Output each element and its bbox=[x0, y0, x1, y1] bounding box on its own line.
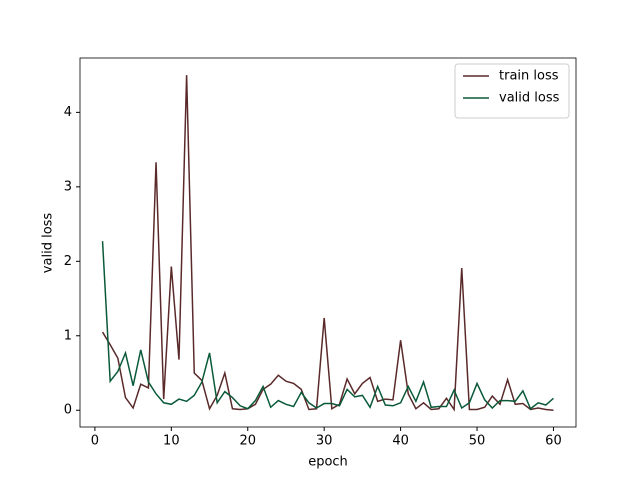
axes-frame bbox=[79, 57, 577, 428]
series-line bbox=[101, 241, 554, 410]
series-line bbox=[101, 75, 554, 412]
legend-box bbox=[454, 63, 570, 119]
legend-label: train loss bbox=[499, 69, 559, 84]
x-tick-label: 60 bbox=[545, 434, 562, 449]
y-axis-label: valid loss bbox=[41, 213, 56, 274]
y-tick-label: 2 bbox=[64, 254, 72, 269]
x-tick-label: 10 bbox=[163, 434, 180, 449]
y-tick-label: 0 bbox=[64, 403, 72, 418]
x-tick-label: 20 bbox=[239, 434, 256, 449]
legend-label: valid loss bbox=[499, 91, 560, 106]
x-tick-label: 30 bbox=[316, 434, 333, 449]
y-tick-label: 4 bbox=[64, 105, 72, 120]
x-axis-label: epoch bbox=[308, 455, 348, 470]
x-tick-label: 40 bbox=[392, 434, 409, 449]
y-tick-label: 1 bbox=[64, 328, 72, 343]
x-tick-label: 0 bbox=[91, 434, 99, 449]
x-tick-label: 50 bbox=[469, 434, 486, 449]
y-tick-label: 3 bbox=[64, 179, 72, 194]
